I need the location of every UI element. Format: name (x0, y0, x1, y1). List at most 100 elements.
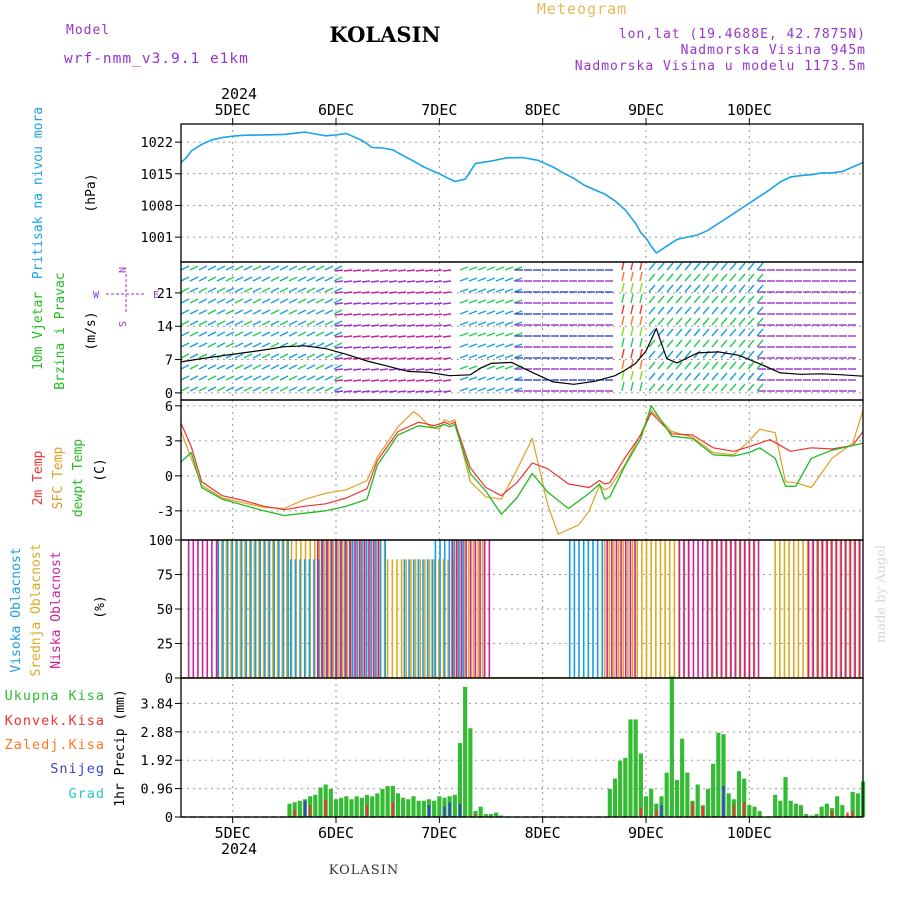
wind-barb (388, 302, 398, 305)
wind-barb (756, 361, 764, 370)
wind-barb (442, 302, 452, 305)
wind-barb (702, 328, 710, 337)
ytick-label-precip-1: 0.96 (140, 782, 173, 798)
precip-bar-0 (494, 812, 499, 817)
wind-barb (648, 328, 656, 337)
ytick-label-temperature-1: 0 (165, 469, 173, 485)
wind-barb (648, 350, 656, 359)
wind-barb (729, 284, 737, 293)
wind-barb (675, 372, 683, 381)
wind-barb (415, 269, 425, 272)
wind-barb (468, 343, 478, 348)
wind-barb (729, 372, 737, 381)
precip-axis-title: 1hr Precip (mm) (113, 689, 128, 806)
wind-barb (370, 280, 380, 283)
wind-barb (333, 386, 343, 392)
wind-barb (675, 361, 683, 370)
wind-barb (424, 379, 434, 382)
wind-barb (747, 350, 755, 359)
wind-barb (747, 262, 755, 271)
precip-bar-0 (736, 771, 742, 817)
wind-barb (352, 390, 362, 393)
temp2m-axis-title: 2m Temp (31, 450, 46, 505)
wind-barb (639, 348, 643, 359)
wind-barb (361, 313, 371, 316)
wind-barb (486, 343, 496, 348)
wind-barb (738, 262, 746, 271)
wind-barb (181, 386, 190, 392)
wind-barb (198, 276, 208, 282)
precip-bar-2 (660, 805, 663, 817)
wind-barb (756, 383, 764, 392)
wind-barb (477, 266, 487, 271)
precip-bar-0 (349, 799, 354, 817)
wind-barb (225, 287, 235, 293)
wind-barb (720, 306, 728, 315)
wind-barb (711, 262, 719, 271)
wind-barb (433, 357, 443, 360)
panel-pressure: 1001 1008 1015 1022 Pritisak na nivou mora (h… (31, 107, 864, 279)
ytick-label-pressure-0: 1001 (140, 230, 173, 246)
wind-barb (252, 287, 262, 293)
wind-barb (666, 306, 674, 315)
precip-bar-0 (328, 788, 333, 817)
wind-barb (270, 386, 280, 392)
wind-barb (216, 298, 226, 304)
wind-barb (279, 375, 289, 381)
precip-bar-1 (365, 805, 369, 817)
wind-barb (252, 265, 262, 271)
wind-barb (315, 287, 325, 293)
wind-barb (234, 364, 244, 370)
wind-barb (684, 295, 692, 304)
wind-barb (729, 361, 737, 370)
wind-barb (397, 302, 407, 305)
wind-barb (486, 299, 496, 304)
wind-barb (424, 302, 434, 305)
wind-barb (433, 313, 443, 316)
wind-barb (657, 284, 665, 293)
wind-barb (477, 354, 487, 359)
wind-barb (370, 324, 380, 327)
wind-barb (352, 335, 362, 338)
wind-barb (424, 390, 434, 393)
wind-barb (406, 291, 416, 294)
wind-barb (343, 357, 353, 360)
wind-barb (621, 293, 625, 304)
wind-barb (639, 381, 643, 392)
wind-barb (189, 320, 199, 326)
wind-barb (234, 265, 244, 271)
wind-barb (334, 280, 344, 283)
wind-barb (639, 337, 643, 348)
wind-barb (216, 287, 226, 293)
precip-bar-0 (318, 787, 323, 817)
wind-barb (261, 287, 271, 293)
wind-barb (693, 361, 701, 370)
wind-barb (324, 353, 334, 359)
wind-barb (288, 298, 298, 304)
wind-barb (621, 348, 625, 359)
wind-barb (415, 379, 425, 382)
wind-barb (234, 386, 244, 392)
footer-station: KOLASIN (329, 863, 399, 878)
wind-barb (198, 287, 208, 293)
wind-barb (379, 357, 389, 360)
ytick-label-clouds-4: 100 (149, 533, 173, 549)
precip-bar-0 (344, 796, 349, 817)
precip-bar-0 (432, 800, 437, 817)
wind-barb (379, 302, 389, 305)
wind-barb (288, 364, 298, 370)
precip-bar-0 (814, 814, 819, 817)
wind-barb (442, 346, 452, 349)
ytick-label-clouds-3: 75 (157, 568, 173, 584)
wind-barb (297, 298, 307, 304)
precip-bar-0 (607, 788, 612, 817)
wind-barb (486, 288, 496, 293)
wind-barb (621, 337, 625, 348)
wind-barb (324, 298, 334, 304)
wind-barb (279, 364, 289, 370)
wind-barb (270, 331, 280, 337)
wind-barb (415, 280, 425, 283)
wind-barb (343, 291, 353, 294)
wind-barb (738, 372, 746, 381)
wind-axis-title-1: 10m Vjetar (31, 292, 46, 370)
